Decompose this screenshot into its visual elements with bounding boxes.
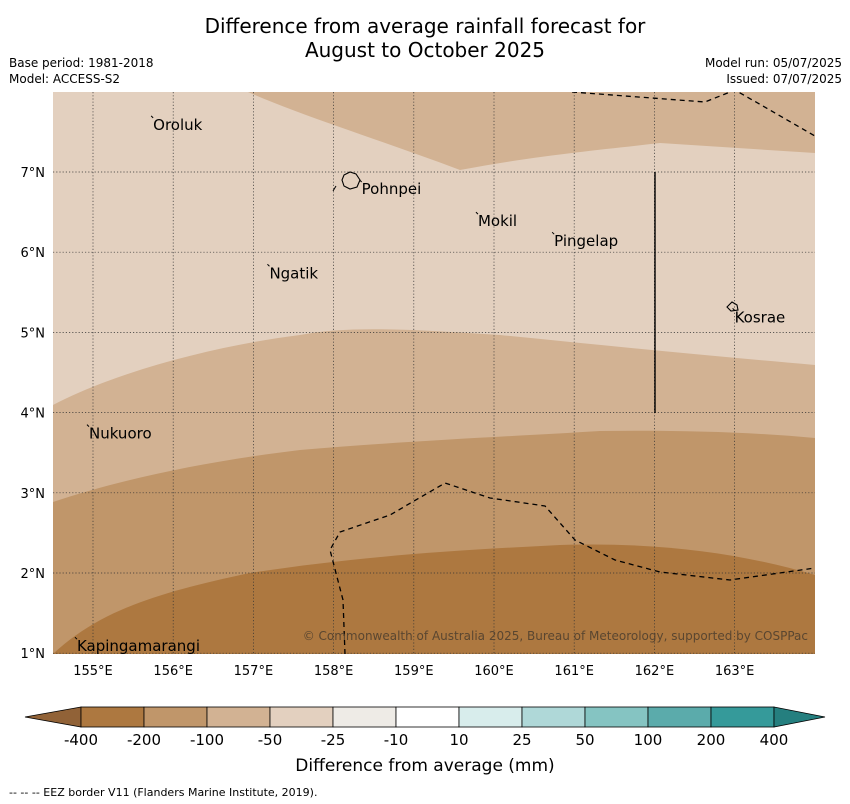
colorbar-label-8: 50 bbox=[575, 731, 594, 749]
colorbar-label-5: -10 bbox=[384, 731, 409, 749]
meta-right: Model run: 05/07/2025 Issued: 07/07/2025 bbox=[705, 55, 842, 87]
rainfall-map: Oroluk Pohnpei Mokil Pingelap Ngatik Kosrae Nu… bbox=[53, 92, 815, 655]
colorbar-segment-5 bbox=[395, 706, 460, 728]
island-marker-kosrae bbox=[732, 308, 735, 311]
colorbar-high-extend bbox=[773, 706, 826, 728]
place-label-nukuoro: Nukuoro bbox=[89, 425, 152, 443]
colorbar-segment-2 bbox=[206, 706, 271, 728]
issued-text: Issued: 07/07/2025 bbox=[726, 72, 842, 86]
island-marker-pingelap bbox=[551, 231, 555, 235]
kosrae-island-outline bbox=[726, 301, 739, 312]
island-marker-nukuoro bbox=[86, 424, 90, 428]
colorbar-low-extend bbox=[24, 706, 82, 728]
chart-title: Difference from average rainfall forecas… bbox=[0, 14, 850, 62]
colorbar-label-6: 10 bbox=[449, 731, 468, 749]
island-marker-pohnpei bbox=[359, 179, 363, 183]
place-label-pingelap: Pingelap bbox=[554, 232, 618, 250]
place-label-kosrae: Kosrae bbox=[735, 308, 786, 326]
pohnpei-reef-tick bbox=[332, 185, 337, 192]
lon-tick-163: 163°E bbox=[715, 664, 755, 679]
place-label-ngatik: Ngatik bbox=[269, 264, 318, 282]
place-label-kapingamarangi: Kapingamarangi bbox=[77, 637, 200, 655]
lat-tick-2: 2°N bbox=[21, 567, 46, 582]
pohnpei-island-outline bbox=[341, 171, 361, 190]
eez-border-north bbox=[571, 92, 815, 137]
eez-footnote: -- -- -- EEZ border V11 (Flanders Marine… bbox=[9, 786, 318, 799]
colorbar-label-10: 200 bbox=[697, 731, 726, 749]
colorbar-segment-6 bbox=[458, 706, 523, 728]
lat-tick-3: 3°N bbox=[21, 487, 46, 502]
colorbar-label-7: 25 bbox=[512, 731, 531, 749]
colorbar-segment-9 bbox=[647, 706, 712, 728]
model-run-text: Model run: 05/07/2025 bbox=[704, 56, 842, 70]
lon-tick-160: 160°E bbox=[474, 664, 514, 679]
island-marker-kapingamarangi bbox=[74, 636, 78, 640]
lat-tick-1: 1°N bbox=[21, 647, 46, 662]
band-minus-400 bbox=[53, 544, 815, 654]
colorbar-segment-4 bbox=[332, 706, 397, 728]
eez-borders bbox=[329, 92, 815, 654]
lat-tick-7: 7°N bbox=[21, 166, 46, 181]
lat-tick-5: 5°N bbox=[21, 326, 46, 341]
colorbar-segment-7 bbox=[521, 706, 586, 728]
lon-tick-159: 159°E bbox=[394, 664, 434, 679]
colorbar-segment-10 bbox=[710, 706, 775, 728]
lat-tick-6: 6°N bbox=[21, 246, 46, 261]
island-marker-ngatik bbox=[267, 263, 270, 267]
colorbar-segment-3 bbox=[269, 706, 334, 728]
base-period-text: Base period: 1981-2018 bbox=[9, 56, 154, 70]
colorbar: -400 -200 -100 -50 -25 -10 10 25 50 100 200 400 bbox=[24, 706, 826, 749]
place-labels: Oroluk Pohnpei Mokil Pingelap Ngatik Kosrae Nu… bbox=[74, 115, 786, 655]
colorbar-label-0: -400 bbox=[64, 731, 98, 749]
place-label-mokil: Mokil bbox=[478, 212, 517, 230]
lon-tick-156: 156°E bbox=[153, 664, 193, 679]
lat-tick-4: 4°N bbox=[21, 407, 46, 422]
lon-tick-162: 162°E bbox=[635, 664, 675, 679]
place-label-oroluk: Oroluk bbox=[153, 116, 202, 134]
longitude-tick-labels: 155°E 156°E 157°E 158°E 159°E 160°E 161°E 162°E… bbox=[73, 664, 754, 679]
lon-tick-155: 155°E bbox=[73, 664, 113, 679]
meta-left: Base period: 1981-2018 Model: ACCESS-S2 bbox=[9, 55, 154, 87]
colorbar-label-3: -50 bbox=[258, 731, 283, 749]
place-label-pohnpei: Pohnpei bbox=[362, 180, 422, 198]
title-line-1: Difference from average rainfall forecas… bbox=[204, 14, 646, 38]
colorbar-segment-1 bbox=[143, 706, 208, 728]
colorbar-segment-8 bbox=[584, 706, 649, 728]
copyright-text: © Commonwealth of Australia 2025, Bureau… bbox=[303, 629, 808, 643]
gridlines bbox=[53, 92, 815, 654]
colorbar-segment-0 bbox=[80, 706, 145, 728]
model-text: Model: ACCESS-S2 bbox=[9, 72, 121, 86]
colorbar-label-11: 400 bbox=[760, 731, 789, 749]
colorbar-label-9: 100 bbox=[634, 731, 663, 749]
colorbar-label-1: -200 bbox=[127, 731, 161, 749]
title-line-2: August to October 2025 bbox=[304, 38, 546, 62]
colorbar-label-4: -25 bbox=[321, 731, 346, 749]
latitude-tick-labels: 1°N 2°N 3°N 4°N 5°N 6°N 7°N bbox=[21, 166, 46, 662]
colorbar-label-2: -100 bbox=[190, 731, 224, 749]
lon-tick-161: 161°E bbox=[554, 664, 594, 679]
island-marker-mokil bbox=[475, 211, 479, 215]
lon-tick-158: 158°E bbox=[314, 664, 354, 679]
lon-tick-157: 157°E bbox=[234, 664, 274, 679]
colorbar-title: Difference from average (mm) bbox=[295, 756, 555, 776]
island-marker-oroluk bbox=[150, 115, 154, 119]
eez-border-south bbox=[329, 482, 815, 654]
band-minus-50 bbox=[53, 92, 815, 405]
